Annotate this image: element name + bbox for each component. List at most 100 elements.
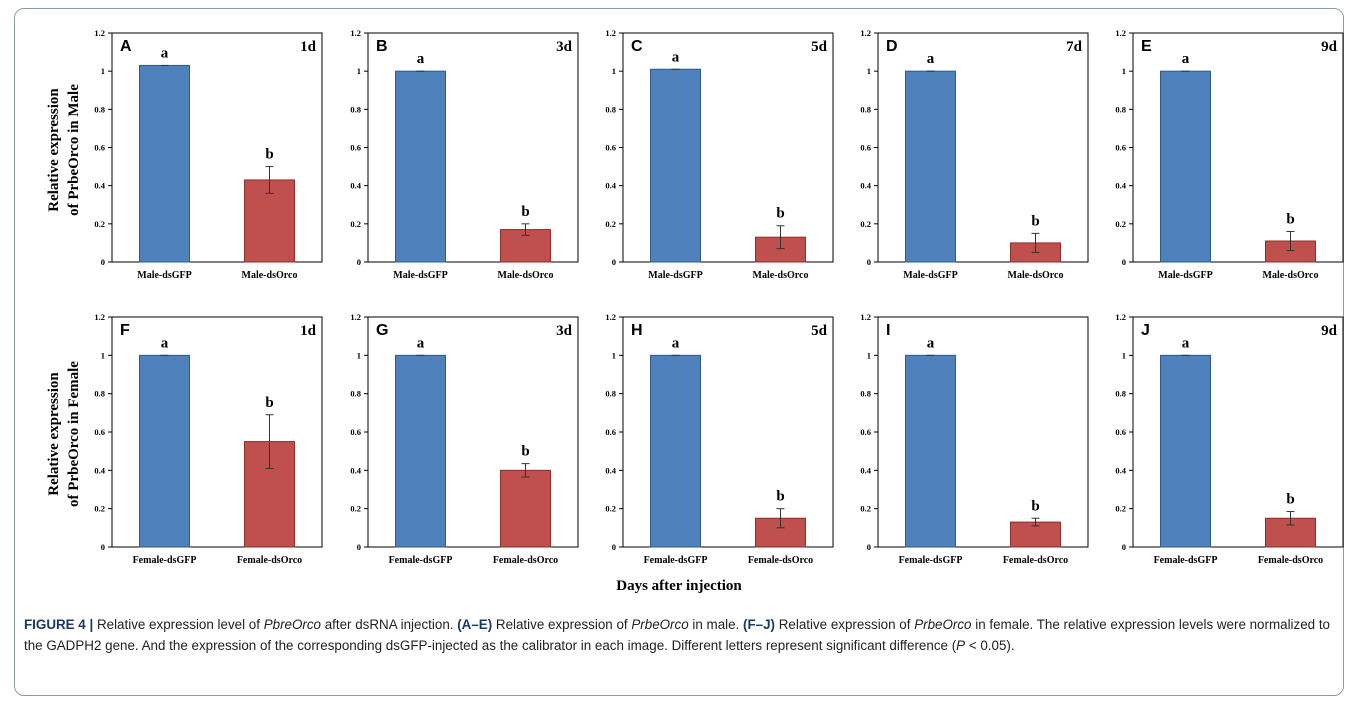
significance-letter: a [417,335,425,351]
y-tick-label: 1.2 [860,312,871,322]
y-tick-label: 0.8 [860,104,871,114]
y-tick-label: 0.4 [860,181,871,191]
caption-gene-female: PrbeOrco [914,617,972,632]
y-tick-label: 0.8 [860,389,871,399]
caption-p-symbol: P [956,638,966,653]
y-tick-label: 0.8 [1115,389,1126,399]
y-tick-label: 1 [101,350,105,360]
y-tick-label: 0.6 [94,427,105,437]
y-tick-label: 0.8 [1115,104,1126,114]
y-tick-label: 0.8 [605,389,616,399]
significance-letter: a [417,51,425,67]
x-category-label: Female-dsOrco [1258,555,1323,566]
significance-letter: b [1286,211,1294,227]
x-category-label: Male-dsOrco [753,270,809,281]
y-tick-label: 0 [1122,542,1126,552]
bar-female-dsgfp [139,354,190,548]
x-category-label: Female-dsOrco [493,555,558,566]
bar-female-dsgfp [1160,354,1211,548]
x-category-label: Female-dsGFP [899,555,963,566]
panel-day-label: 5d [811,323,828,339]
y-tick-label: 0 [612,257,616,267]
panel-letter: F [120,322,130,339]
panel-letter: G [376,322,388,339]
bar-male-dsgfp [395,70,446,263]
y-tick-label: 1 [612,66,616,76]
bar-female-dsgfp [395,354,446,548]
y-tick-label: 0.2 [605,504,616,514]
x-category-label: Male-dsOrco [1008,270,1064,281]
x-category-label: Male-dsOrco [1263,270,1319,281]
y-tick-label: 0.6 [1115,143,1126,153]
panel-day-label: 1d [300,323,317,339]
caption-p-text: < 0.05). [965,638,1015,653]
panel-day-label: 9d [1321,323,1338,339]
caption-title-post: after dsRNA injection. [321,617,458,632]
bar-male-dsgfp [1160,70,1211,263]
y-tick-label: 1 [867,66,871,76]
panel-letter: E [1141,38,1152,55]
male-y-axis-title: Relative expression of PrbeOrco in Male [46,84,82,216]
significance-letter: a [672,335,680,351]
y-tick-label: 0.6 [94,143,105,153]
significance-letter: a [161,335,169,351]
panel-e: 0 0.2 0.4 0.6 0.8 1 1.2 E 9d a Male-dsGFP b Male-dsO… [1115,28,1344,281]
panel-day-label: 3d [556,39,573,55]
y-tick-label: 0.2 [94,219,105,229]
panel-letter: I [886,322,890,339]
y-tick-label: 1 [357,66,361,76]
significance-letter: b [521,444,529,460]
x-category-label: Male-dsGFP [903,270,957,281]
panel-b: 0 0.2 0.4 0.6 0.8 1 1.2 B 3d a Male-dsGFP b Male-dsO… [350,28,579,281]
figure-caption: FIGURE 4 | Relative expression level of … [24,614,1334,656]
caption-gene-male: PrbeOrco [631,617,689,632]
y-tick-label: 1 [1122,66,1126,76]
y-tick-label: 0.6 [860,427,871,437]
caption-figure-label: FIGURE 4 | [24,617,94,632]
y-tick-label: 0.2 [1115,219,1126,229]
caption-female-range: (F–J) [743,617,775,632]
bar-female-dsgfp [650,354,701,548]
bar-female-dsorco [1265,517,1316,548]
significance-letter: a [161,45,169,61]
x-category-label: Female-dsGFP [133,555,197,566]
y-tick-label: 0.6 [605,427,616,437]
panel-letter: D [886,38,898,55]
panel-a: 0 0.2 0.4 0.6 0.8 1 1.2 A 1d a Male-dsGFP b Male-dsO… [94,28,323,281]
x-category-label: Male-dsGFP [137,270,191,281]
y-tick-label: 0.8 [94,104,105,114]
caption-male-post: in male. [688,617,743,632]
y-tick-label: 0 [101,257,105,267]
panel-letter: A [120,38,132,55]
y-tick-label: 1.2 [350,28,361,38]
y-tick-label: 0.4 [350,465,361,475]
female-y-title-line1: Relative expression [46,372,62,496]
y-tick-label: 0 [357,542,361,552]
x-category-label: Male-dsOrco [242,270,298,281]
caption-title-pre: Relative expression level of [93,617,264,632]
y-tick-label: 0.4 [605,181,616,191]
bar-male-dsgfp [905,70,956,263]
y-tick-label: 0.6 [860,143,871,153]
x-category-label: Female-dsOrco [748,555,813,566]
female-y-axis-title: Relative expression of PrbeOrco in Femal… [46,361,82,507]
y-tick-label: 0.2 [350,219,361,229]
y-tick-label: 0.2 [1115,504,1126,514]
y-tick-label: 0.4 [1115,465,1126,475]
panel-day-label: 3d [556,323,573,339]
y-tick-label: 1 [612,350,616,360]
significance-letter: b [1286,492,1294,508]
panel-day-label: 1d [300,39,317,55]
x-category-label: Female-dsOrco [1003,555,1068,566]
x-category-label: Male-dsOrco [498,270,554,281]
significance-letter: b [265,395,273,411]
panel-f: 0 0.2 0.4 0.6 0.8 1 1.2 F 1d a Female-dsGFP b Female… [94,312,323,566]
significance-letter: a [672,49,680,65]
significance-letter: b [1031,498,1039,514]
y-tick-label: 0.4 [94,181,105,191]
x-category-label: Female-dsGFP [1154,555,1218,566]
panel-c: 0 0.2 0.4 0.6 0.8 1 1.2 C 5d a Male-dsGFP b Male-dsO… [605,28,834,281]
panel-day-label: 7d [1066,39,1083,55]
significance-letter: b [265,147,273,163]
y-tick-label: 0.6 [350,143,361,153]
